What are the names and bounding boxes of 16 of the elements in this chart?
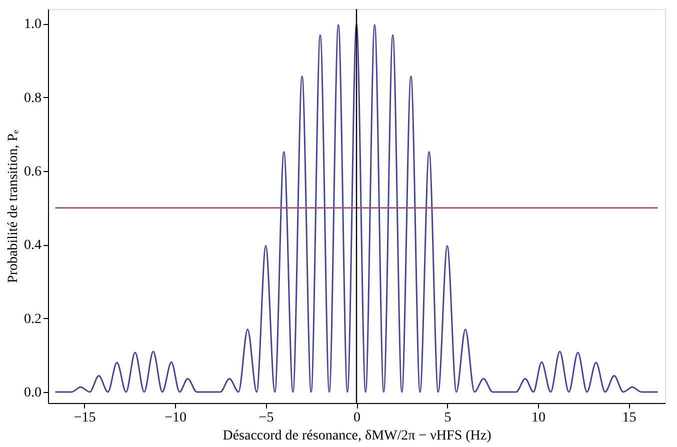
- y-tick-label: 1.0: [24, 17, 42, 32]
- y-tick-label: 0.4: [24, 238, 42, 254]
- y-tick-label: 0.0: [24, 385, 42, 400]
- y-tick-label: 0.6: [24, 164, 42, 180]
- x-tick-label: 0: [354, 410, 360, 426]
- y-axis-title: Probabilité de transition, Pₑ: [6, 130, 21, 283]
- line-series: [54, 22, 658, 393]
- x-tick-label: 10: [531, 410, 546, 426]
- x-axis-title: Désaccord de résonance, δMW/2π − νHFS (Hz): [222, 428, 492, 444]
- y-tick-label: 0.8: [24, 90, 42, 106]
- x-tick-label: −10: [164, 410, 186, 426]
- y-tick-label: 0.2: [24, 312, 42, 327]
- x-tick-label: 15: [622, 410, 636, 426]
- x-tick-label: 5: [444, 410, 452, 426]
- x-tick-label: −5: [258, 410, 274, 426]
- x-tick-label: −15: [74, 410, 96, 426]
